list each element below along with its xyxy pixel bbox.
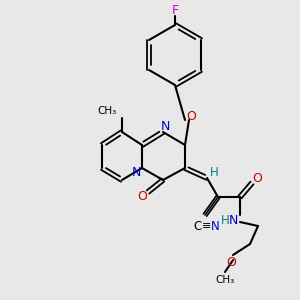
Text: O: O xyxy=(186,110,196,122)
Text: H: H xyxy=(210,167,218,179)
Text: C: C xyxy=(194,220,202,232)
Text: N: N xyxy=(160,121,170,134)
Text: O: O xyxy=(252,172,262,184)
Text: F: F xyxy=(171,4,178,17)
Text: N: N xyxy=(211,220,219,232)
Text: O: O xyxy=(137,190,147,203)
Text: O: O xyxy=(226,256,236,268)
Text: N: N xyxy=(131,167,141,179)
Text: CH₃: CH₃ xyxy=(98,106,117,116)
Text: CH₃: CH₃ xyxy=(215,275,235,285)
Text: N: N xyxy=(229,214,238,227)
Text: ≡: ≡ xyxy=(202,221,212,231)
Text: H: H xyxy=(221,214,230,227)
